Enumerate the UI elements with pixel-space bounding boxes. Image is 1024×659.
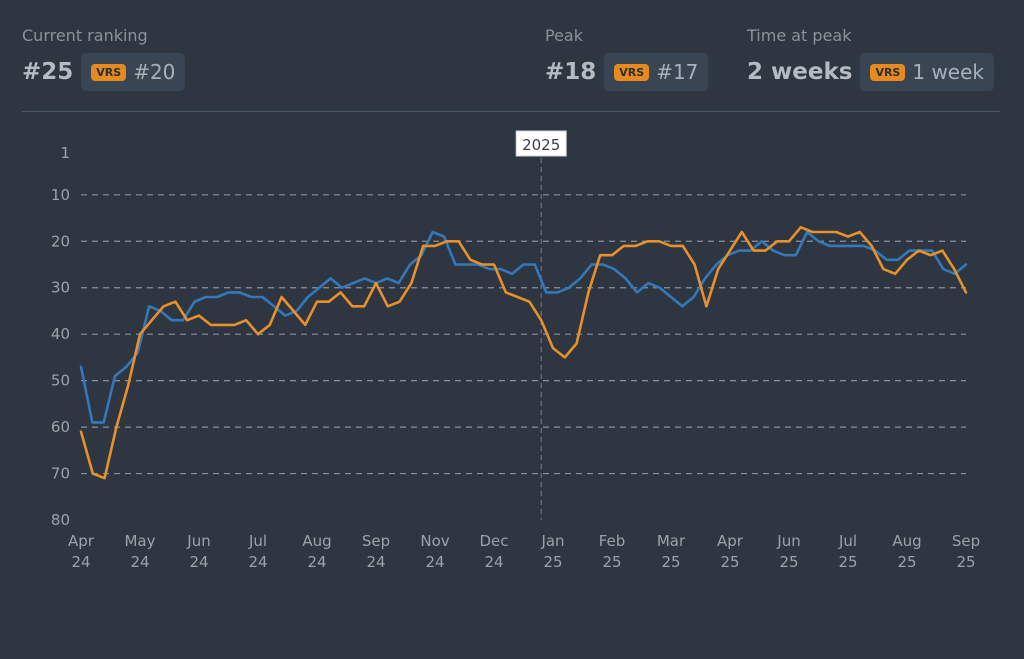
vrs-value: #20 (133, 60, 176, 84)
x-tick-month: Dec (479, 532, 508, 550)
x-tick-year: 25 (897, 553, 916, 571)
x-tick-month: Mar (657, 532, 686, 550)
x-tick-month: Apr (68, 532, 95, 550)
x-tick-month: Sep (362, 532, 390, 550)
y-tick-label: 20 (51, 232, 70, 250)
x-tick-month: Aug (302, 532, 331, 550)
time-at-peak-value: 2 weeks (747, 59, 853, 85)
x-tick-year: 24 (248, 553, 267, 571)
x-tick-month: Jun (776, 532, 800, 550)
x-tick-year: 25 (720, 553, 739, 571)
x-tick-month: Jun (186, 532, 210, 550)
stat-current-ranking: Current ranking #25 VRS #20 (22, 26, 186, 91)
x-tick-year: 24 (307, 553, 326, 571)
y-tick-label: 80 (51, 511, 70, 529)
x-tick-month: May (124, 532, 155, 550)
series-line-ranking (79, 230, 968, 424)
stat-peak: Peak #18 VRS #17 (545, 26, 709, 91)
x-tick-year: 24 (425, 553, 444, 571)
y-tick-label: 60 (51, 418, 70, 436)
x-tick-year: 25 (543, 553, 562, 571)
vrs-badge: VRS (614, 63, 650, 81)
stat-label: Current ranking (22, 26, 148, 45)
vrs-pill: VRS #20 (81, 53, 186, 91)
x-tick-month: Jul (248, 532, 267, 550)
y-tick-label: 40 (51, 325, 70, 343)
y-tick-label: 30 (51, 279, 70, 297)
year-marker-box (515, 130, 567, 157)
x-tick-year: 24 (189, 553, 208, 571)
vrs-badge: VRS (870, 63, 906, 81)
x-tick-month: Apr (717, 532, 744, 550)
current-rank-value: #25 (22, 59, 74, 85)
header-divider (22, 111, 1000, 112)
stat-label: Time at peak (747, 26, 852, 45)
y-tick-label: 70 (51, 465, 70, 483)
stat-label: Peak (545, 26, 583, 45)
x-tick-month: Aug (892, 532, 921, 550)
y-tick-label: 10 (51, 186, 70, 204)
vrs-badge: VRS (91, 63, 127, 81)
x-tick-year: 24 (484, 553, 503, 571)
y-tick-label: 1 (60, 144, 70, 162)
peak-rank-value: #18 (545, 59, 597, 85)
x-tick-month: Jan (540, 532, 564, 550)
series-line-vrs (79, 226, 968, 480)
vrs-pill: VRS #17 (604, 53, 709, 91)
x-tick-month: Sep (952, 532, 980, 550)
x-tick-year: 24 (71, 553, 90, 571)
vrs-value: #17 (656, 60, 699, 84)
x-tick-year: 24 (130, 553, 149, 571)
x-tick-year: 25 (602, 553, 621, 571)
x-tick-month: Jul (838, 532, 857, 550)
x-tick-year: 25 (779, 553, 798, 571)
vrs-pill: VRS 1 week (860, 53, 994, 91)
year-marker-label: 2025 (522, 136, 560, 154)
x-tick-year: 25 (661, 553, 680, 571)
x-tick-month: Feb (599, 532, 626, 550)
x-tick-year: 25 (838, 553, 857, 571)
x-tick-month: Nov (420, 532, 449, 550)
vrs-value: 1 week (912, 60, 984, 84)
x-tick-year: 25 (956, 553, 975, 571)
x-tick-year: 24 (366, 553, 385, 571)
stat-time-at-peak: Time at peak 2 weeks VRS 1 week (747, 26, 994, 91)
y-tick-label: 50 (51, 372, 70, 390)
